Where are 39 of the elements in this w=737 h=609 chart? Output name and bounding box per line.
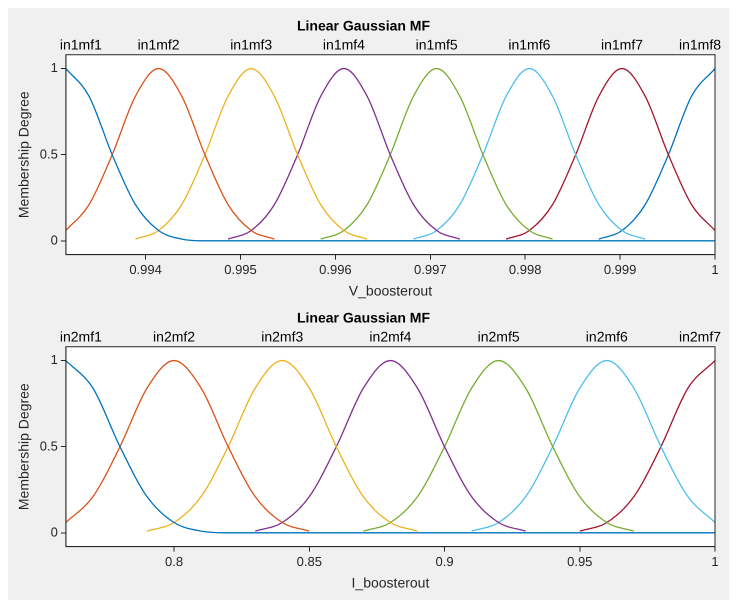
x-tick-label: 0.998 bbox=[508, 262, 542, 277]
x-tick-label: 0.999 bbox=[604, 262, 636, 277]
y-tick-label: 0 bbox=[50, 232, 58, 248]
x-axis-title: I_boosterout bbox=[352, 574, 430, 590]
x-tick-label: 0.995 bbox=[224, 262, 257, 277]
series-label: in2mf3 bbox=[261, 328, 304, 345]
series-label: in2mf5 bbox=[478, 328, 520, 345]
x-tick-label: 0.8 bbox=[165, 554, 184, 569]
x-tick-label: 1 bbox=[711, 262, 719, 277]
series-label: in2mf4 bbox=[369, 328, 412, 345]
x-tick-label: 0.997 bbox=[414, 262, 447, 277]
series-label: in1mf1 bbox=[60, 36, 102, 53]
y-axis-title: Membership Degree bbox=[15, 383, 32, 510]
series-label: in2mf6 bbox=[586, 328, 628, 345]
y-tick-label: 0.5 bbox=[40, 146, 58, 162]
series-label: in1mf3 bbox=[230, 36, 272, 53]
series-label: in1mf6 bbox=[508, 36, 551, 53]
x-tick-label: 0.9 bbox=[435, 554, 454, 569]
x-tick-label: 0.996 bbox=[319, 262, 352, 277]
chart-title: Linear Gaussian MF bbox=[296, 17, 430, 34]
x-tick-label: 1 bbox=[711, 554, 719, 569]
series-label: in1mf7 bbox=[600, 36, 644, 53]
chart-title: Linear Gaussian MF bbox=[296, 309, 430, 326]
x-tick-label: 0.994 bbox=[129, 262, 162, 277]
series-label: in2mf1 bbox=[60, 328, 102, 345]
series-label: in2mf7 bbox=[678, 328, 722, 345]
y-tick-label: 0.5 bbox=[40, 438, 58, 454]
series-label: in2mf2 bbox=[153, 328, 196, 345]
y-tick-label: 1 bbox=[50, 60, 58, 76]
series-label: in1mf2 bbox=[138, 36, 180, 53]
series-label: in1mf8 bbox=[678, 36, 722, 53]
y-tick-label: 1 bbox=[50, 352, 58, 368]
y-tick-label: 0 bbox=[50, 524, 58, 540]
x-axis-title: V_boosterout bbox=[348, 282, 432, 298]
y-axis-title: Membership Degree bbox=[15, 91, 32, 218]
series-label: in1mf5 bbox=[416, 36, 458, 53]
x-tick-label: 0.95 bbox=[567, 554, 592, 569]
series-label: in1mf4 bbox=[322, 36, 366, 53]
x-tick-label: 0.85 bbox=[296, 554, 322, 569]
